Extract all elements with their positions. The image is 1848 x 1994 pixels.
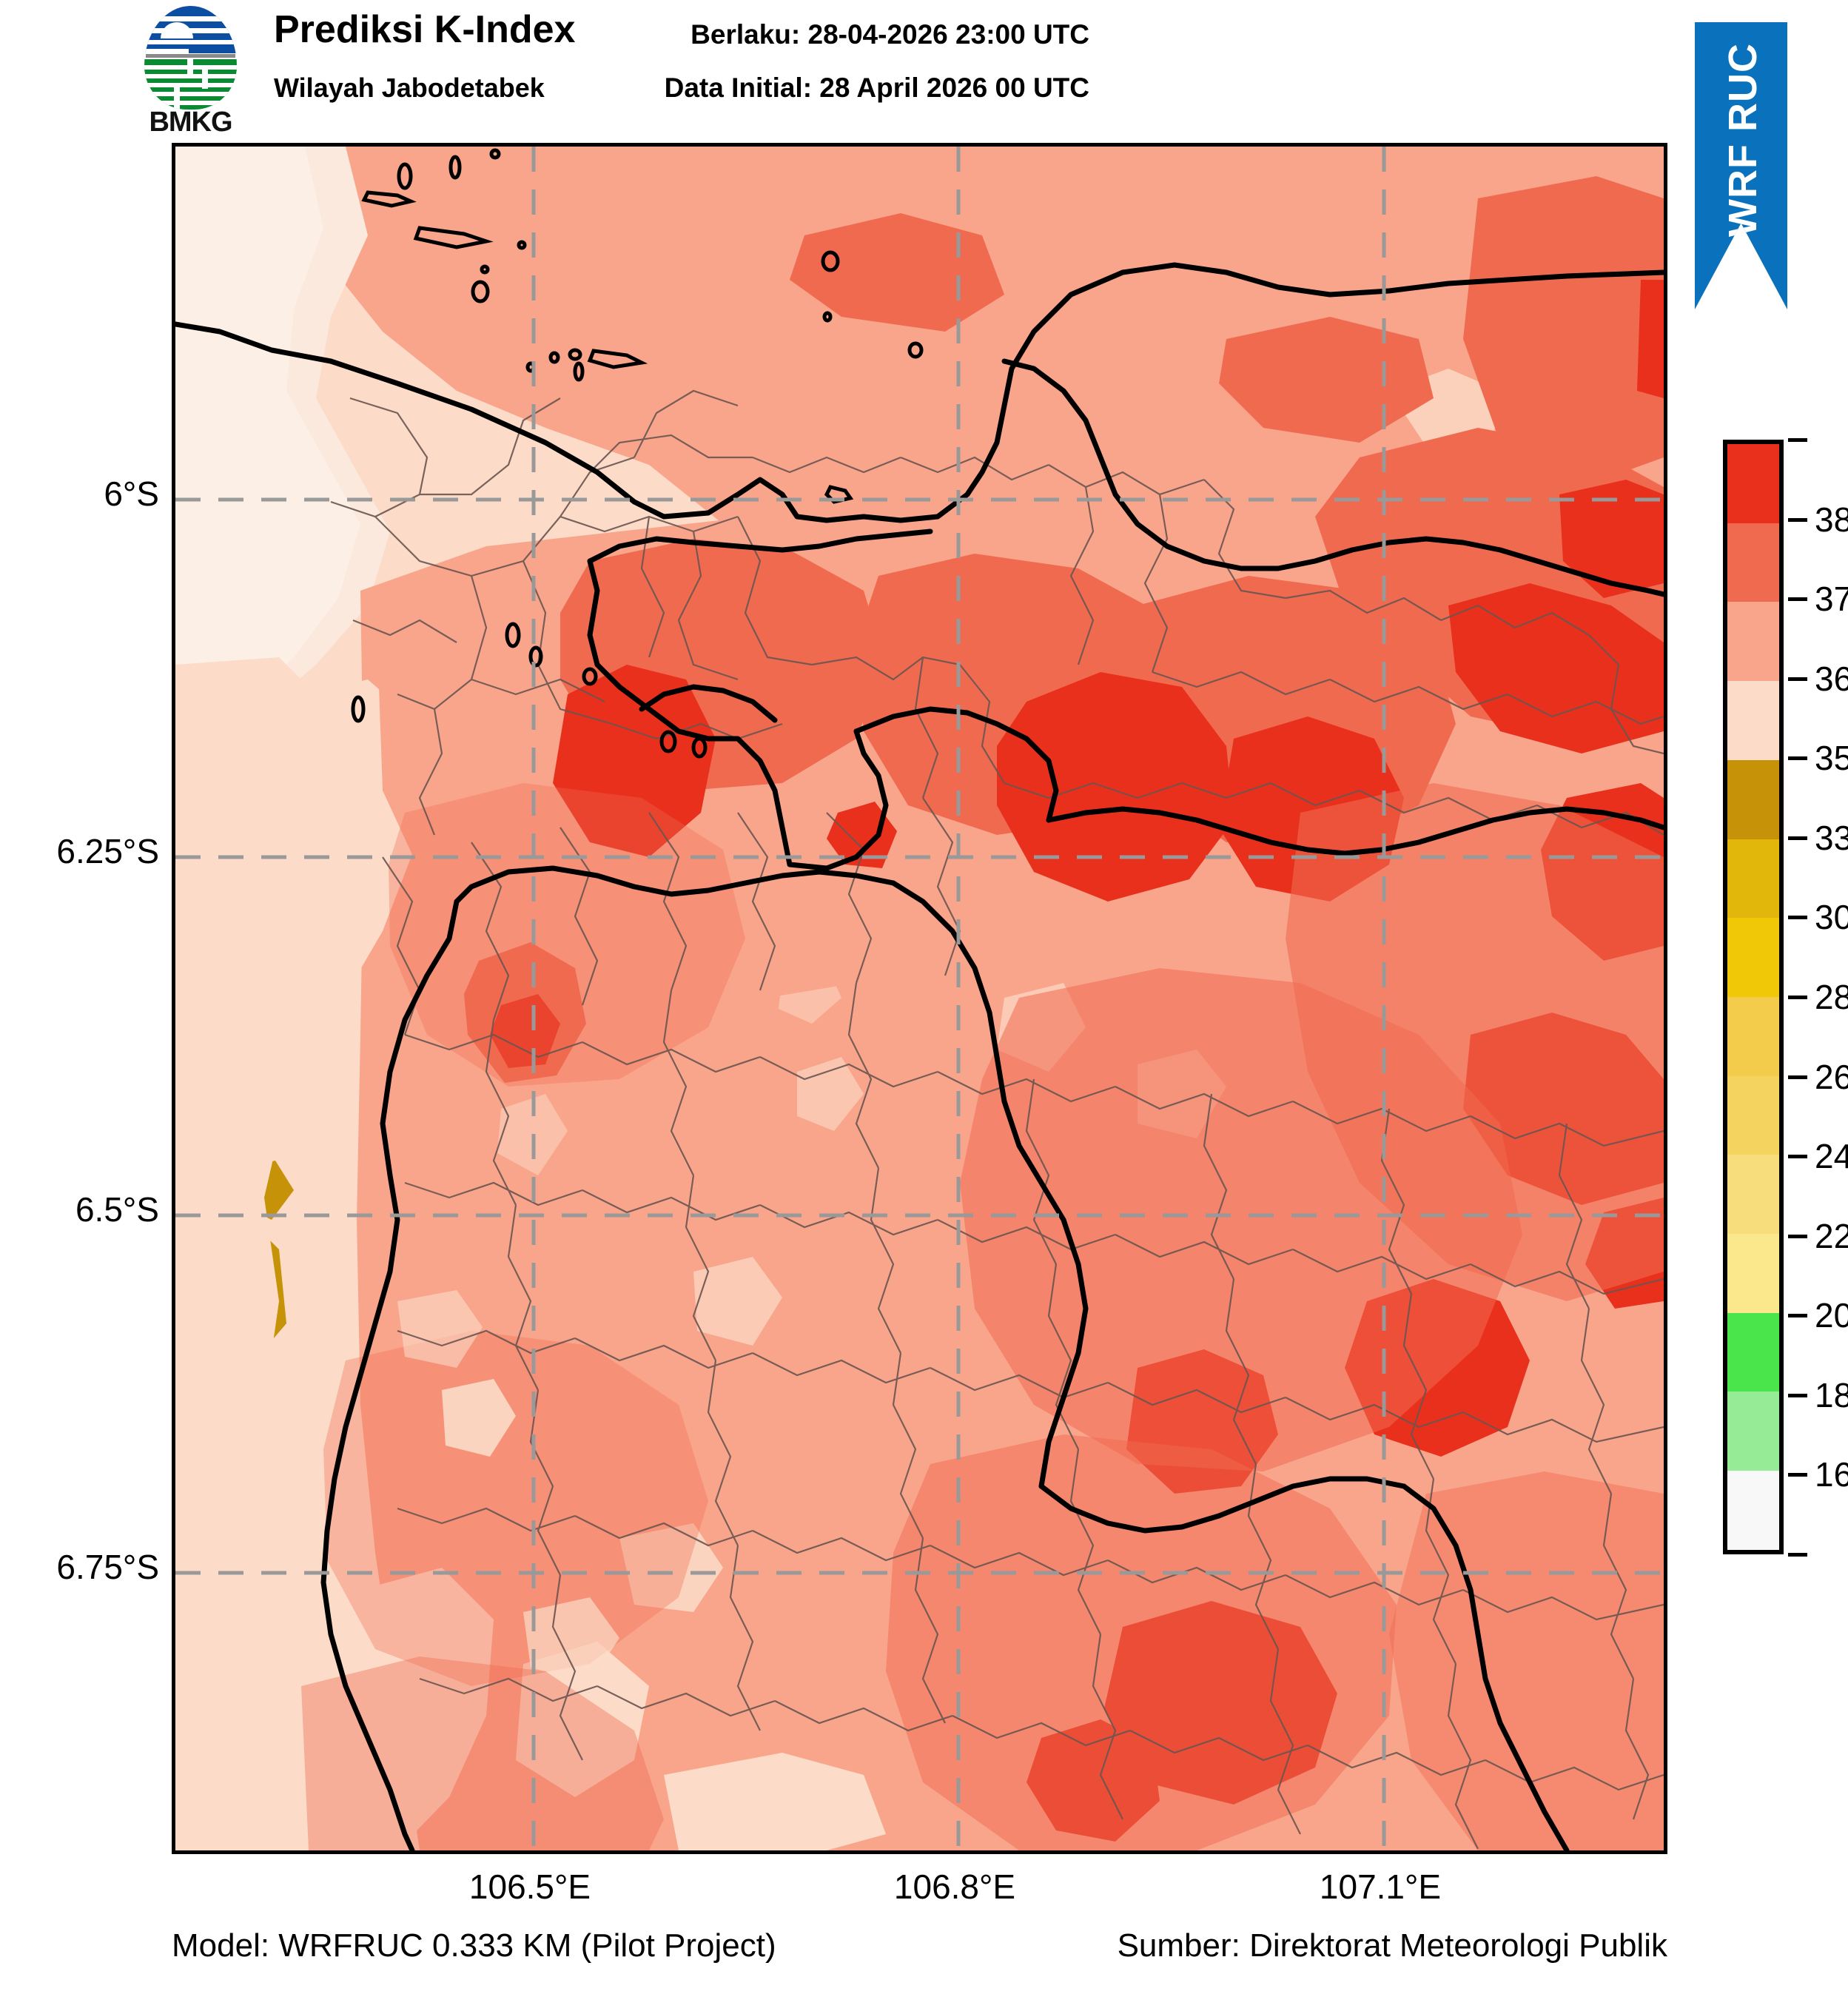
colorbar-tick: [1788, 996, 1807, 999]
colorbar-band: [1727, 444, 1779, 523]
colorbar-tick: [1788, 1155, 1807, 1159]
colorbar-band: [1727, 918, 1779, 997]
xtick-label: 106.8°E: [893, 1867, 1016, 1906]
colorbar-band: [1727, 1392, 1779, 1471]
colorbar-band: [1727, 1075, 1779, 1155]
colorbar-tick-label: 20: [1815, 1296, 1848, 1335]
model-ribbon-label: WRF RUC: [1721, 43, 1765, 237]
kindex-contour-map: [175, 147, 1664, 1850]
colorbar-band: [1727, 523, 1779, 602]
ytick-label: 6.5°S: [75, 1190, 159, 1229]
valid-time-label: Berlaku: 28-04-2026 23:00 UTC: [691, 19, 1089, 50]
colorbar-band: [1727, 1471, 1779, 1550]
colorbar-tick-label: 36: [1815, 659, 1848, 698]
initial-time-label: Data Initial: 28 April 2026 00 UTC: [664, 73, 1089, 103]
colorbar-tick: [1788, 1393, 1807, 1397]
colorbar-tick: [1788, 1234, 1807, 1238]
colorbar-tick-label: 16: [1815, 1455, 1848, 1494]
colorbar-tick: [1788, 836, 1807, 840]
map-panel[interactable]: [172, 143, 1667, 1854]
colorbar-tick: [1788, 1314, 1807, 1318]
colorbar-tick-label: 18: [1815, 1375, 1848, 1414]
bmkg-logo-divider: [146, 54, 235, 58]
colorbar-band: [1727, 681, 1779, 760]
colorbar-tick: [1788, 756, 1807, 761]
colorbar-tick-label: 28: [1815, 978, 1848, 1016]
page-title: Prediksi K-Index: [274, 8, 576, 51]
xtick-label: 106.5°E: [468, 1867, 591, 1906]
colorbar-tick: [1788, 517, 1807, 522]
colorbar-tick-label: 26: [1815, 1057, 1848, 1096]
ytick-label: 6.25°S: [56, 832, 159, 870]
source-footer-label: Sumber: Direktorat Meteorologi Publik: [1117, 1927, 1667, 1964]
colorbar-band: [1727, 1234, 1779, 1313]
colorbar-band: [1727, 996, 1779, 1076]
colorbar-tick-label: 22: [1815, 1216, 1848, 1255]
colorbar-band: [1727, 602, 1779, 682]
model-ribbon-banner: WRF RUC: [1695, 22, 1787, 309]
colorbar-tick: [1788, 1075, 1807, 1079]
colorbar-tick: [1788, 597, 1807, 602]
colorbar-end-tick: [1788, 438, 1807, 442]
colorbar-band: [1727, 1312, 1779, 1392]
bmkg-logo: BMKG: [144, 6, 237, 138]
colorbar-tick: [1788, 677, 1807, 681]
ytick-label: 6°S: [104, 474, 159, 513]
page-subtitle: Wilayah Jabodetabek: [274, 73, 545, 103]
colorbar-tick-label: 35: [1815, 739, 1848, 778]
bmkg-logo-label: BMKG: [149, 107, 232, 138]
colorbar-tick: [1788, 1473, 1807, 1477]
xtick-label: 107.1°E: [1319, 1867, 1442, 1906]
colorbar-tick-label: 33: [1815, 818, 1848, 857]
header: BMKG Prediksi K-Index Wilayah Jabodetabe…: [0, 0, 1848, 143]
colorbar-tick-label: 38: [1815, 500, 1848, 539]
colorbar-end-tick: [1788, 1553, 1807, 1557]
model-footer-label: Model: WRFRUC 0.333 KM (Pilot Project): [172, 1927, 776, 1964]
colorbar-band: [1727, 759, 1779, 839]
colorbar-tick-label: 24: [1815, 1137, 1848, 1176]
colorbar-tick-label: 37: [1815, 580, 1848, 619]
colorbar-tick: [1788, 916, 1807, 920]
colorbar-band: [1727, 839, 1779, 919]
colorbar-tick-label: 30: [1815, 898, 1848, 937]
bmkg-logo-emblem: [144, 6, 237, 110]
colorbar-band: [1727, 1155, 1779, 1235]
ytick-label: 6.75°S: [56, 1548, 159, 1586]
colorbar[interactable]: [1723, 440, 1784, 1554]
